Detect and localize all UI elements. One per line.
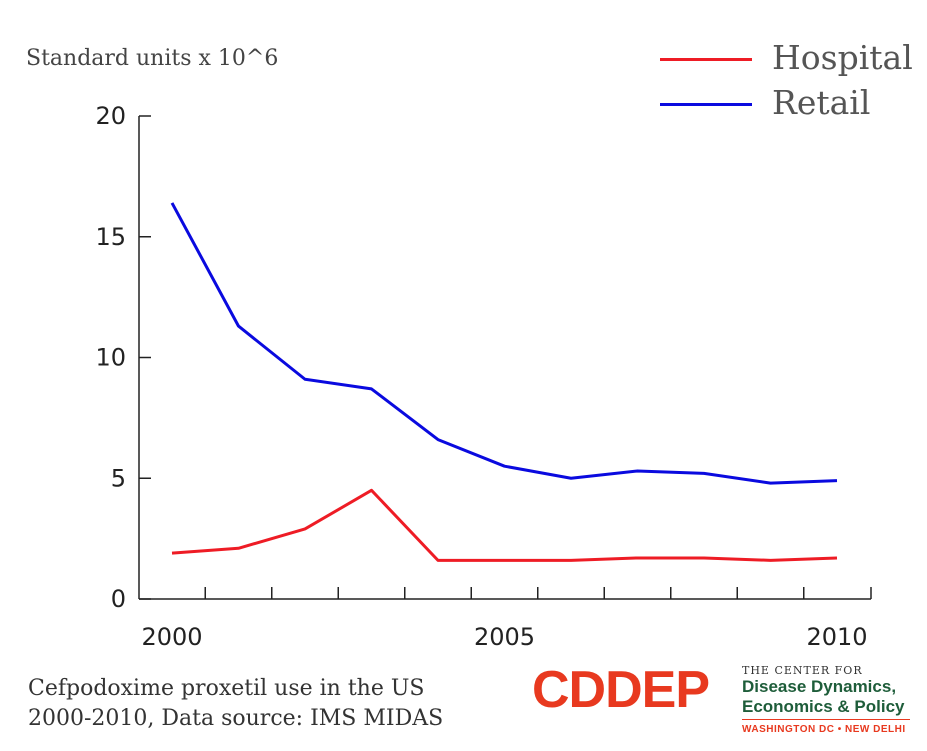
caption-line-1: Cefpodoxime proxetil use in the US (28, 676, 425, 701)
logo-cities: WASHINGTON DC • NEW DELHI (742, 724, 906, 735)
y-tick-label: 20 (95, 102, 126, 130)
legend-swatch-retail (660, 103, 752, 106)
y-tick-label: 0 (111, 585, 126, 613)
series-line-retail (170, 202, 838, 485)
series-line-hospital (171, 488, 838, 562)
caption-line-2: 2000-2010, Data source: IMS MIDAS (28, 706, 444, 731)
logo-tagline-small: THE CENTER FOR (742, 664, 863, 677)
y-tick-label: 10 (95, 344, 126, 372)
x-tick-label: 2010 (806, 623, 867, 651)
logo-divider (742, 719, 910, 720)
logo-tagline-line2: Economics & Policy (742, 697, 905, 716)
logo-tagline-line1: Disease Dynamics, (742, 677, 897, 696)
x-tick-label: 2000 (141, 623, 202, 651)
y-axis-label: Standard units x 10^6 (26, 46, 279, 71)
legend-swatch-hospital (660, 58, 752, 61)
legend-label-retail: Retail (772, 83, 871, 122)
x-tick-label: 2005 (474, 623, 535, 651)
legend-label-hospital: Hospital (772, 38, 913, 77)
y-tick-label: 5 (111, 464, 126, 492)
y-tick-label: 15 (95, 223, 126, 251)
cddep-logo: CDDEP (532, 661, 710, 719)
